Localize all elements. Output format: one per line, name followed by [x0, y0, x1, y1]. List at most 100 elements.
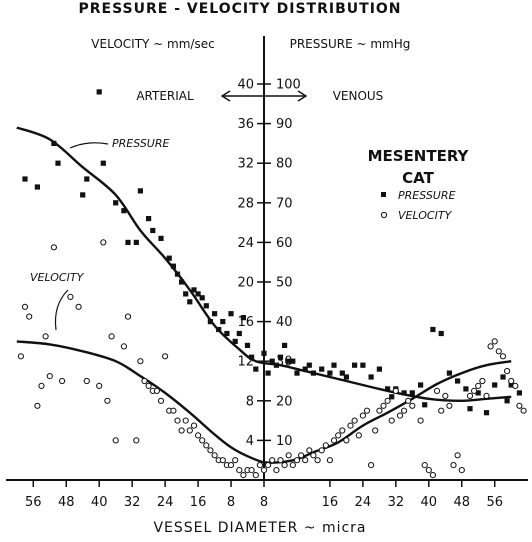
velocity-point — [351, 417, 358, 424]
velocity-point — [108, 333, 115, 340]
x-tick-label: 40 — [421, 495, 438, 510]
velocity-tick-label: 32 — [237, 157, 254, 172]
pressure-tick-label: 50 — [276, 276, 293, 291]
velocity-point — [454, 452, 461, 459]
pressure-point — [121, 208, 127, 214]
data-points — [17, 89, 527, 479]
pressure-point — [368, 374, 374, 380]
velocity-point — [252, 472, 259, 479]
velocity-point — [508, 377, 515, 385]
pressure-point — [360, 362, 366, 368]
pressure-point — [286, 358, 292, 364]
velocity-point — [199, 437, 206, 444]
pressure-point — [500, 374, 506, 380]
velocity-point — [446, 402, 453, 409]
pressure-point — [430, 326, 436, 333]
pressure-point — [277, 354, 284, 360]
pressure-tick-label: 100 — [276, 78, 301, 93]
velocity-point — [392, 387, 399, 394]
legend-pressure-label: PRESSURE — [398, 189, 455, 202]
pressure-tick-label: 20 — [276, 394, 293, 409]
pressure-point — [467, 406, 473, 412]
x-tick-label: 48 — [58, 495, 75, 510]
pressure-point — [216, 326, 222, 333]
x-tick-label: 56 — [486, 495, 503, 510]
velocity-point — [355, 432, 362, 439]
pressure-point — [158, 235, 164, 241]
x-axis-label: VESSEL DIAMETER ~ micra — [153, 520, 366, 536]
pressure-point — [174, 271, 181, 277]
velocity-point — [306, 447, 313, 454]
velocity-point — [372, 427, 379, 434]
velocity-point — [273, 467, 280, 474]
legend-title-line1: MESENTERY — [368, 147, 470, 165]
pressure-annotation-pointer — [69, 142, 109, 149]
velocity-point — [347, 422, 354, 429]
pressure-tick-label: 90 — [276, 117, 293, 132]
pressure-point — [146, 216, 152, 222]
velocity-point — [38, 382, 45, 389]
pressure-point — [220, 319, 226, 325]
velocity-point — [162, 353, 169, 360]
velocity-point — [186, 427, 193, 434]
velocity-point — [487, 343, 494, 350]
pressure-point — [84, 176, 90, 182]
velocity-point — [520, 407, 527, 414]
pressure-point — [253, 366, 259, 372]
pressure-point — [401, 390, 407, 396]
velocity-point — [442, 392, 449, 399]
velocity-point — [178, 427, 185, 434]
velocity-point — [59, 377, 66, 385]
velocity-tick-label: 28 — [237, 196, 254, 211]
pressure-point — [207, 319, 213, 325]
pressure-tick-label: 40 — [276, 315, 293, 330]
velocity-point — [417, 417, 424, 424]
pressure-point — [508, 382, 514, 388]
velocity-point — [483, 392, 490, 399]
legend-velocity-label: VELOCITY — [398, 209, 453, 222]
velocity-point — [491, 338, 498, 345]
velocity-point — [433, 387, 441, 394]
velocity-axis-label: VELOCITY ~ mm/sec — [91, 37, 214, 51]
pressure-point — [409, 390, 415, 396]
velocity-point — [335, 432, 342, 439]
velocity-point — [429, 472, 436, 479]
pressure-point — [249, 354, 255, 360]
pressure-point — [516, 390, 522, 396]
velocity-tick-label: 20 — [237, 276, 254, 291]
velocity-point — [479, 377, 486, 385]
velocity-point — [190, 422, 198, 429]
velocity-point — [425, 467, 432, 474]
velocity-curve-annotation: VELOCITY — [30, 271, 85, 284]
pressure-point — [80, 192, 86, 198]
pressure-point — [265, 370, 271, 376]
velocity-point — [195, 432, 202, 439]
direction-arrow — [220, 90, 308, 102]
legend-velocity-marker — [380, 211, 388, 219]
pressure-point — [183, 291, 189, 297]
pressure-point — [475, 390, 481, 396]
velocity-point — [380, 402, 387, 409]
x-tick-label: 48 — [453, 495, 470, 510]
velocity-point — [240, 472, 247, 479]
pressure-point — [228, 311, 234, 317]
velocity-point — [96, 382, 103, 389]
pressure-point — [199, 295, 205, 301]
velocity-point — [100, 239, 107, 246]
pressure-point — [34, 184, 40, 190]
velocity-point — [343, 437, 350, 444]
velocity-point — [504, 368, 511, 375]
pressure-point — [343, 374, 349, 380]
velocity-point — [359, 412, 366, 419]
velocity-point — [145, 382, 152, 389]
velocity-point — [438, 407, 445, 414]
pressure-point — [261, 350, 267, 356]
pressure-point — [137, 188, 143, 194]
x-tick-label: 16 — [322, 495, 339, 510]
pressure-tick-label: 10 — [276, 434, 293, 449]
pressure-point — [385, 386, 391, 392]
pressure-point — [232, 338, 238, 344]
velocity-point — [265, 462, 272, 469]
velocity-point — [314, 457, 321, 464]
